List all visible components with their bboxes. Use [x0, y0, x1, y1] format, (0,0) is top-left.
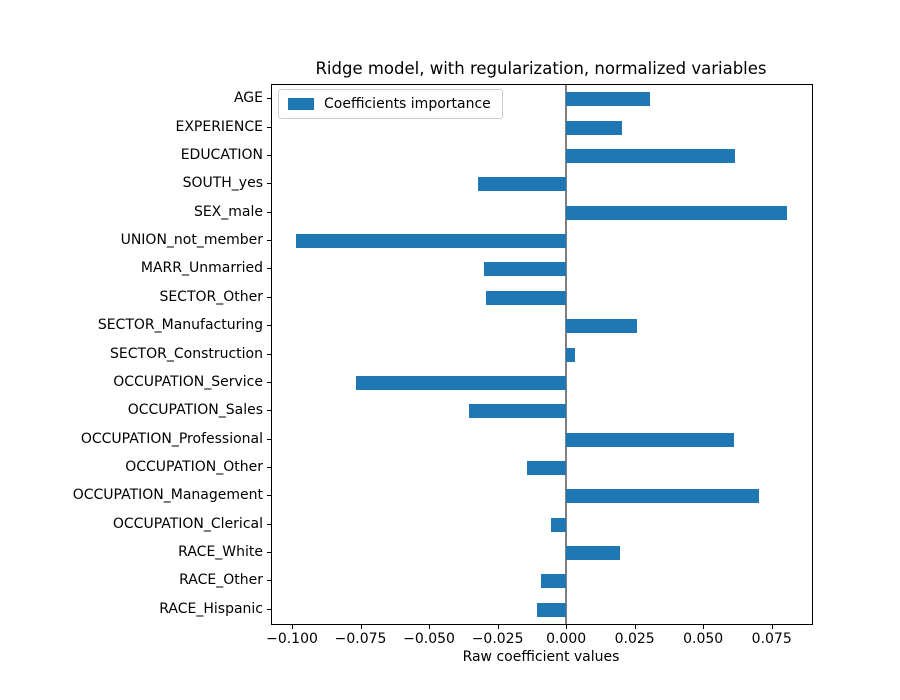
y-tick-label: UNION_not_member	[120, 232, 263, 249]
x-tick-mark	[497, 625, 499, 629]
x-tick-label: −0.025	[471, 631, 524, 647]
bar-OCCUPATION_Management	[566, 489, 759, 504]
y-tick-mark	[267, 381, 271, 383]
y-tick-mark	[267, 523, 271, 525]
y-tick-mark	[267, 268, 271, 270]
x-tick-mark	[292, 625, 293, 629]
plot-area: Coefficients importance	[271, 84, 813, 625]
y-tick-label: OCCUPATION_Management	[72, 487, 263, 504]
y-tick-label: AGE	[233, 90, 263, 107]
x-tick-mark	[566, 625, 568, 629]
y-tick-label: MARR_Unmarried	[140, 260, 263, 277]
y-tick-mark	[267, 98, 271, 100]
y-tick-label: SOUTH_yes	[182, 175, 263, 192]
y-tick-label: EDUCATION	[180, 146, 263, 163]
bar-SECTOR_Construction	[566, 347, 575, 362]
bar-RACE_Hispanic	[537, 602, 567, 617]
bar-OCCUPATION_Other	[527, 460, 567, 475]
bar-OCCUPATION_Service	[356, 375, 567, 390]
x-tick-label: −0.100	[266, 631, 318, 647]
y-tick-label: OCCUPATION_Sales	[127, 402, 263, 419]
y-tick-label: SECTOR_Manufacturing	[97, 317, 263, 334]
x-tick-mark	[429, 625, 431, 629]
y-tick-label: OCCUPATION_Service	[113, 373, 263, 390]
x-tick-label: 0.025	[614, 631, 655, 647]
x-axis-label: Raw coefficient values	[462, 649, 620, 665]
legend: Coefficients importance	[278, 89, 503, 119]
bar-SEX_male	[566, 205, 787, 220]
chart-title: Ridge model, with regularization, normal…	[315, 59, 767, 78]
bar-OCCUPATION_Professional	[566, 432, 734, 447]
x-tick-mark	[360, 625, 362, 629]
x-tick-mark	[634, 625, 636, 629]
y-tick-mark	[267, 126, 271, 128]
bar-EDUCATION	[566, 148, 736, 163]
bar-RACE_Other	[540, 574, 567, 589]
legend-swatch-icon	[288, 98, 314, 110]
y-tick-label: RACE_Other	[179, 572, 263, 589]
y-tick-mark	[267, 296, 271, 298]
bar-OCCUPATION_Sales	[469, 404, 567, 419]
y-tick-mark	[267, 608, 271, 610]
y-tick-mark	[267, 154, 271, 156]
y-tick-mark	[267, 438, 271, 440]
bar-SECTOR_Manufacturing	[566, 319, 637, 334]
y-tick-mark	[267, 325, 271, 327]
y-tick-label: OCCUPATION_Other	[125, 458, 263, 475]
y-tick-mark	[267, 240, 271, 242]
x-tick-label: −0.075	[334, 631, 387, 647]
bar-RACE_White	[566, 546, 621, 561]
y-tick-label: OCCUPATION_Professional	[80, 430, 263, 447]
bar-UNION_not_member	[295, 234, 567, 249]
bar-SECTOR_Other	[486, 290, 567, 305]
bar-OCCUPATION_Clerical	[551, 517, 567, 532]
legend-label: Coefficients importance	[324, 96, 491, 112]
x-tick-mark	[703, 625, 705, 629]
x-tick-label: −0.050	[403, 631, 455, 647]
y-tick-label: RACE_Hispanic	[159, 600, 263, 617]
x-tick-label: 0.075	[751, 631, 792, 647]
y-tick-label: EXPERIENCE	[175, 118, 263, 135]
y-tick-mark	[267, 466, 271, 468]
y-tick-mark	[267, 410, 271, 412]
x-tick-label: 0.000	[546, 631, 587, 647]
x-tick-mark	[771, 625, 773, 629]
y-tick-label: SECTOR_Other	[159, 288, 263, 305]
y-tick-mark	[267, 353, 271, 355]
y-tick-label: OCCUPATION_Clerical	[112, 515, 263, 532]
y-tick-mark	[267, 183, 271, 185]
y-tick-label: SECTOR_Construction	[110, 345, 263, 362]
y-tick-label: SEX_male	[193, 203, 263, 220]
y-tick-mark	[267, 211, 271, 213]
y-tick-mark	[267, 580, 271, 582]
bar-EXPERIENCE	[566, 120, 622, 135]
bar-MARR_Unmarried	[483, 262, 567, 277]
x-tick-label: 0.050	[683, 631, 724, 647]
y-tick-mark	[267, 495, 271, 497]
bar-SOUTH_yes	[478, 177, 567, 192]
y-tick-mark	[267, 552, 271, 554]
bar-AGE	[566, 92, 650, 107]
y-tick-label: RACE_White	[178, 544, 263, 561]
